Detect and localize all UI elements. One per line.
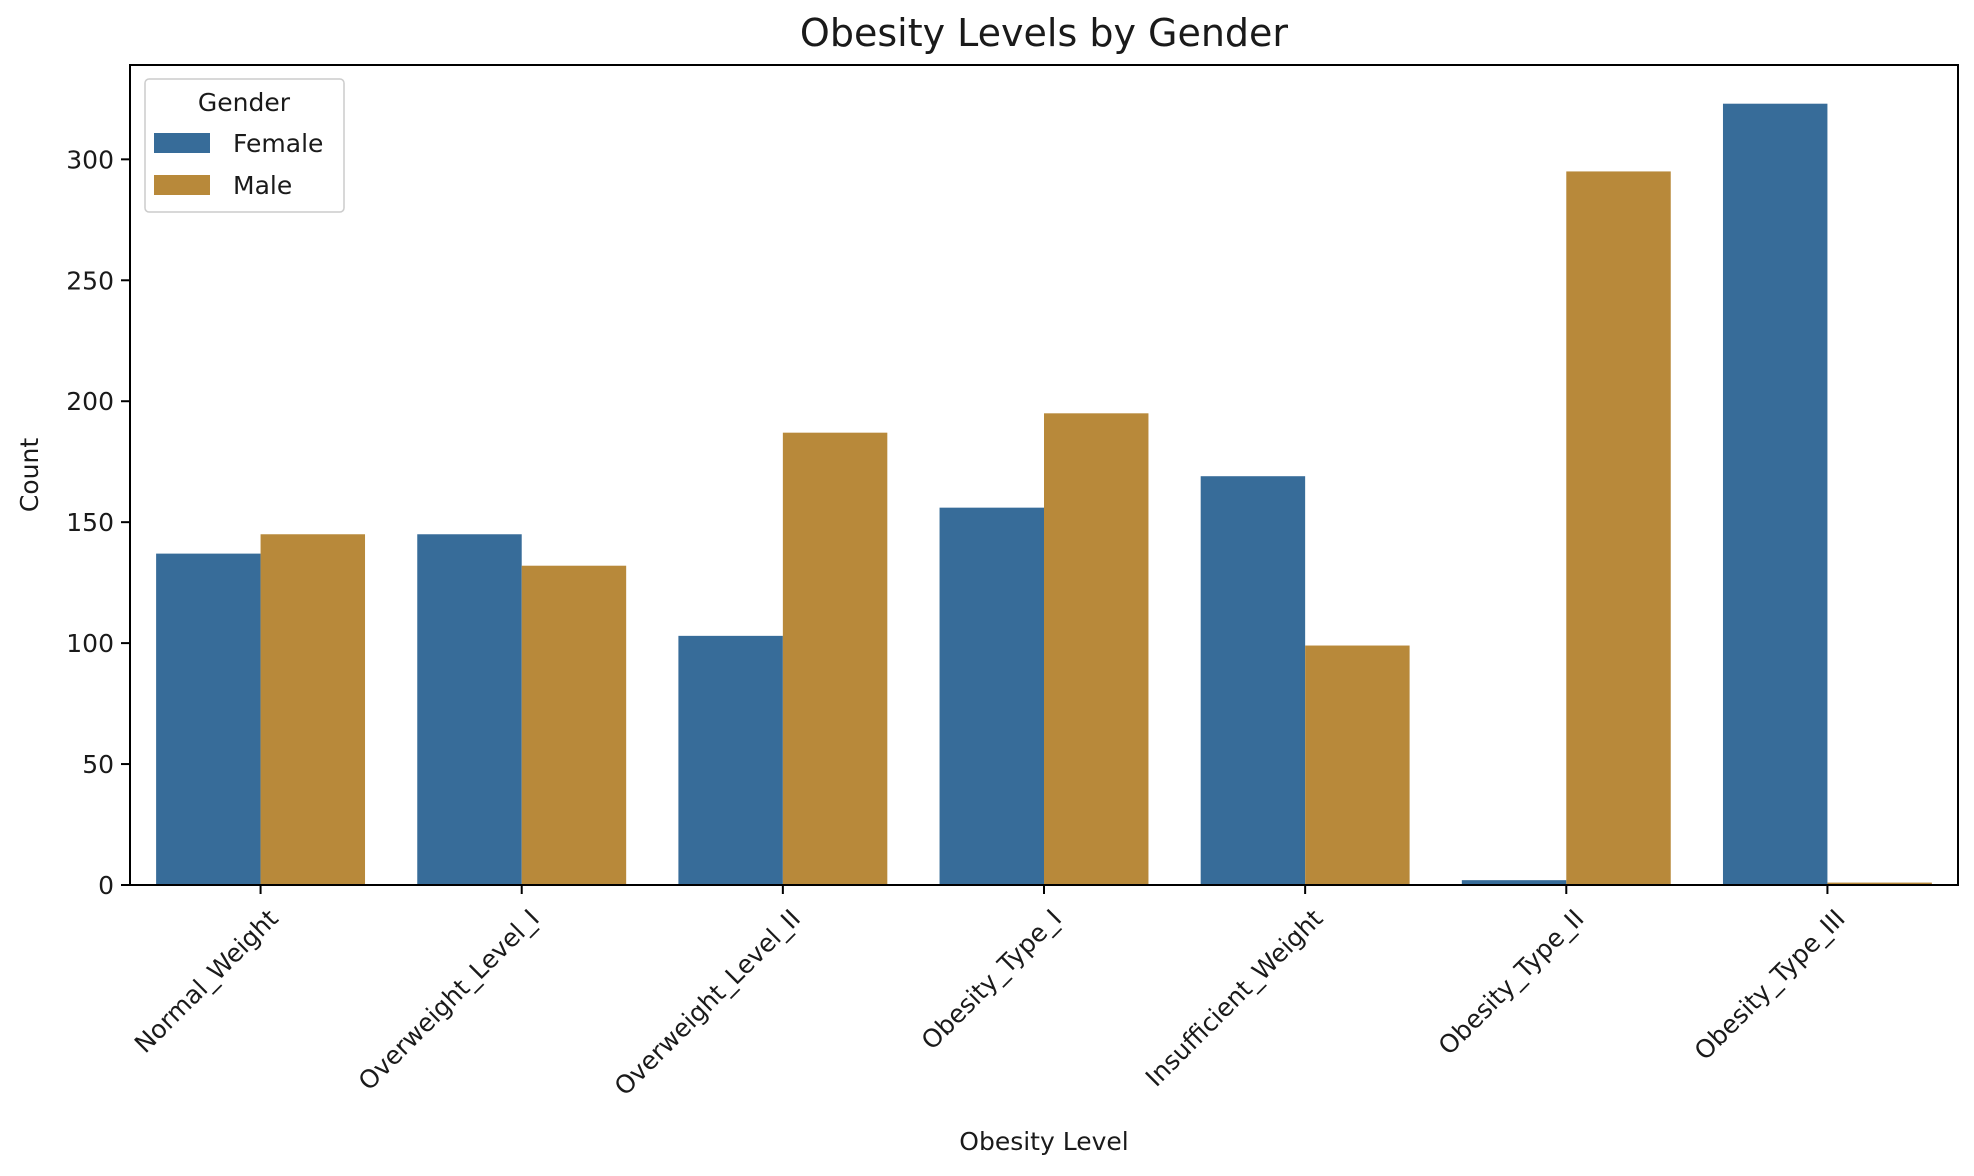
chart-title: Obesity Levels by Gender — [800, 11, 1289, 55]
y-tick-label: 0 — [98, 871, 114, 900]
legend-label-male: Male — [233, 171, 292, 200]
bar-male-overweight-level-i — [521, 565, 627, 885]
bar-female-insufficient-weight — [1200, 476, 1306, 885]
legend: Gender Female Male — [144, 78, 345, 213]
bars-layer — [156, 103, 1932, 886]
bar-male-obesity-type-iii — [1827, 882, 1932, 885]
bar-male-overweight-level-ii — [782, 432, 888, 885]
legend-swatch-male — [154, 175, 210, 195]
bar-male-obesity-type-i — [1044, 413, 1149, 885]
bar-female-overweight-level-i — [417, 534, 522, 885]
x-axis-label: Obesity Level — [959, 1127, 1128, 1156]
y-axis: 0 50 100 150 200 250 300 — [66, 145, 130, 900]
bar-female-normal-weight — [156, 553, 261, 885]
x-tick-label: Overweight_Level_I — [353, 904, 545, 1096]
y-tick-label: 250 — [66, 266, 114, 295]
bar-female-obesity-type-iii — [1722, 103, 1828, 885]
plot-frame — [129, 64, 1959, 886]
x-tick-label: Overweight_Level_II — [609, 904, 806, 1101]
legend-swatch-female — [154, 133, 210, 153]
bar-female-obesity-type-i — [939, 507, 1044, 885]
y-tick-label: 200 — [66, 387, 114, 416]
x-tick-label: Insufficient_Weight — [1140, 904, 1329, 1093]
x-tick-label: Obesity_Type_III — [1689, 904, 1851, 1066]
legend-title: Gender — [198, 88, 291, 117]
bar-male-obesity-type-ii — [1566, 171, 1671, 886]
bar-female-obesity-type-ii — [1461, 880, 1567, 885]
legend-label-female: Female — [233, 129, 323, 158]
y-tick-label: 150 — [66, 508, 114, 537]
y-tick-label: 300 — [66, 145, 114, 174]
x-tick-label: Normal_Weight — [129, 904, 284, 1059]
bar-male-normal-weight — [260, 534, 366, 885]
x-tick-label: Obesity_Type_II — [1433, 904, 1590, 1061]
bar-female-overweight-level-ii — [678, 635, 783, 885]
y-tick-label: 50 — [82, 750, 114, 779]
x-tick-label: Obesity_Type_I — [916, 904, 1068, 1056]
bar-male-insufficient-weight — [1305, 645, 1410, 885]
y-axis-label: Count — [15, 438, 44, 512]
y-tick-label: 100 — [66, 629, 114, 658]
x-axis: Normal_Weight Overweight_Level_I Overweigh… — [129, 885, 1851, 1101]
